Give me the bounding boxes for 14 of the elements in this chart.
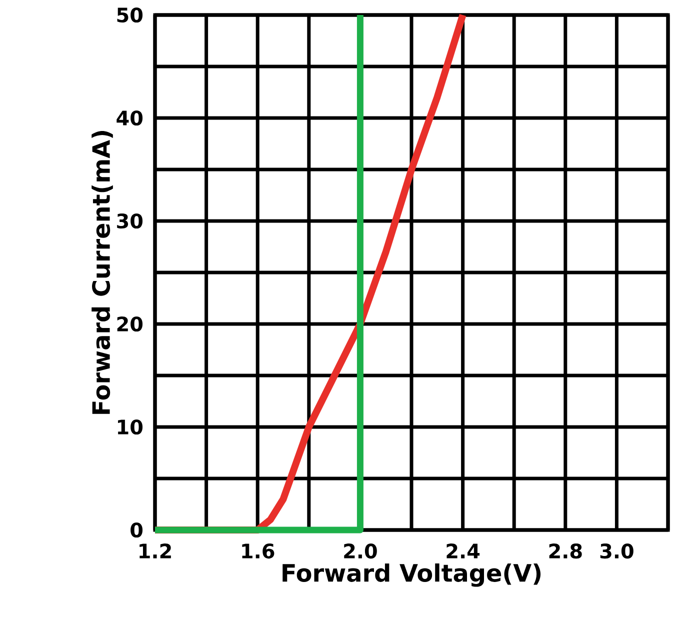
y-tick-label: 0 <box>130 522 143 538</box>
y-axis-title: Forward Current(mA) <box>92 131 113 414</box>
x-tick-label: 3.0 <box>600 544 634 559</box>
y-tick-label: 10 <box>118 419 143 435</box>
x-axis-title: Forward Voltage(V) <box>282 563 541 587</box>
x-tick-label: 1.6 <box>242 544 274 559</box>
y-tick-label: 40 <box>116 110 143 126</box>
y-tick-label: 50 <box>117 7 143 23</box>
y-tick-label: 30 <box>117 213 143 229</box>
x-tick-label: 1.2 <box>140 544 171 558</box>
x-tick-label: 2.4 <box>446 544 480 558</box>
y-tick-label: 20 <box>117 316 143 332</box>
x-tick-label: 2.8 <box>549 544 582 559</box>
x-tick-label: 2.0 <box>344 544 377 559</box>
